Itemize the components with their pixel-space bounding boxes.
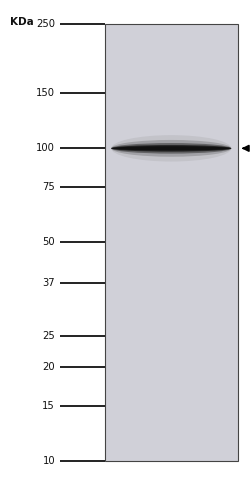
Ellipse shape [111, 143, 231, 154]
Text: 100: 100 [36, 144, 55, 153]
Text: KDa: KDa [10, 17, 34, 27]
Text: 50: 50 [42, 238, 55, 247]
Text: 250: 250 [36, 19, 55, 29]
Text: 150: 150 [36, 88, 55, 98]
Ellipse shape [111, 135, 231, 162]
Text: 10: 10 [42, 456, 55, 466]
Text: 37: 37 [42, 278, 55, 288]
Text: 15: 15 [42, 401, 55, 411]
Ellipse shape [111, 146, 231, 151]
Text: 25: 25 [42, 332, 55, 341]
Bar [105, 24, 238, 461]
Text: 75: 75 [42, 182, 55, 192]
Ellipse shape [111, 140, 231, 157]
Ellipse shape [111, 145, 231, 152]
Text: 20: 20 [42, 362, 55, 372]
